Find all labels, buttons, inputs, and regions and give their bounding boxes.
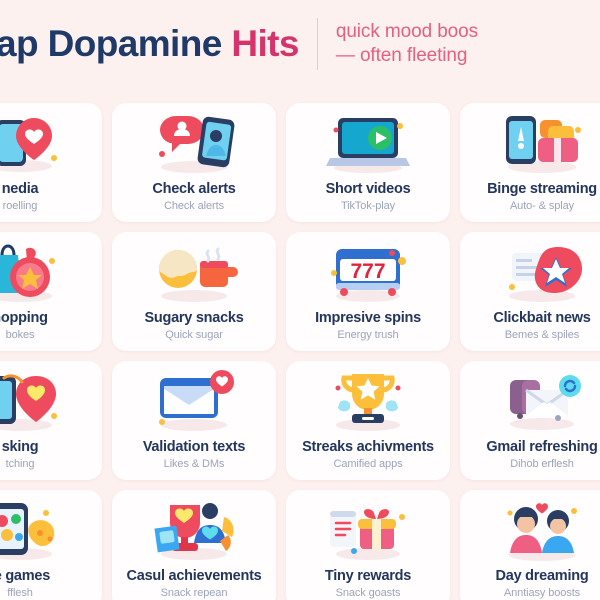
card[interactable]: Tiny rewards Snack goasts (286, 490, 450, 600)
envelope-refresh-icon (496, 368, 588, 434)
card-subtitle: TikTok-play (340, 200, 396, 212)
shopping-bag-mystery-box-icon (0, 239, 66, 305)
card-title: Validation texts (142, 439, 246, 455)
card-title: Check alerts (152, 181, 236, 197)
card[interactable]: le games fflesh (0, 490, 102, 600)
card-subtitle: Likes & DMs (163, 458, 225, 470)
card-subtitle: Energy trush (337, 329, 399, 341)
gift-hearts-icon (322, 497, 414, 563)
page-title-accent: Hits (231, 23, 299, 64)
card-title: Binge streaming (487, 181, 597, 197)
heart-pin-phone-icon (0, 110, 66, 176)
card-subtitle: Snack repean (160, 587, 228, 599)
card-grid: nedia roelling Check alerts Check alerts S… (0, 103, 600, 600)
card[interactable]: hopping bokes (0, 232, 102, 351)
card-subtitle: tching (5, 458, 35, 470)
card[interactable]: Casul achievements Snack repean (112, 490, 276, 600)
laptop-play-button-icon (322, 110, 414, 176)
card-subtitle: Snack goasts (335, 587, 401, 599)
star-badge-news-icon (496, 239, 588, 305)
card[interactable]: Sugary snacks Quick sugar (112, 232, 276, 351)
card-subtitle: fflesh (7, 587, 33, 599)
page-header: heap Dopamine Hits quick mood boos — oft… (0, 0, 600, 100)
card-subtitle: Dihob erflesh (510, 458, 574, 470)
card[interactable]: Day dreaming Anntiasy boosts (460, 490, 600, 600)
card-title: Impresive spins (315, 310, 421, 326)
card[interactable]: Clickbait news Bemes & spiles (460, 232, 600, 351)
card-title: Casul achievements (126, 568, 262, 584)
slot-machine-777-icon: 777 (322, 239, 414, 305)
card-subtitle: Bemes & spiles (504, 329, 580, 341)
card-subtitle: Camified apps (333, 458, 403, 470)
notification-bubble-phone-icon (148, 110, 240, 176)
card-subtitle: Quick sugar (165, 329, 223, 341)
card-subtitle: roelling (2, 200, 38, 212)
page-subtitle-line2: — often fleeting (335, 45, 468, 66)
page-subtitle-line1: quick mood boos (335, 20, 479, 42)
card-title: nedia (1, 181, 39, 197)
page-title: heap Dopamine Hits (0, 23, 299, 65)
card[interactable]: Short videos TikTok-play (286, 103, 450, 222)
card-subtitle: Anntiasy boosts (503, 587, 581, 599)
trophy-star-icon (322, 368, 414, 434)
page-title-main: heap Dopamine (0, 23, 222, 64)
header-divider (316, 18, 318, 70)
card[interactable]: nedia roelling (0, 103, 102, 222)
donut-coffee-cup-icon (148, 239, 240, 305)
chat-window-heart-icon (148, 368, 240, 434)
card[interactable]: Binge streaming Auto- & splay (460, 103, 600, 222)
card-title: Tiny rewards (324, 568, 412, 584)
card-title: hopping (0, 310, 48, 326)
phone-heart-bubble-icon (0, 368, 66, 434)
card[interactable]: 777 Impresive spins Energy trush (286, 232, 450, 351)
card[interactable]: Gmail refreshing Dihob erflesh (460, 361, 600, 480)
card-title: Gmail refreshing (486, 439, 598, 455)
trophy-medal-pair-icon (148, 497, 240, 563)
card[interactable]: sking tching (0, 361, 102, 480)
svg-text:777: 777 (350, 260, 385, 283)
card-title: Clickbait news (493, 310, 591, 326)
card-title: le games (0, 568, 51, 584)
card[interactable]: Streaks achivments Camified apps (286, 361, 450, 480)
card-title: Sugary snacks (144, 310, 244, 326)
card-title: sking (1, 439, 39, 455)
phone-popcorn-snacks-icon (496, 110, 588, 176)
card-subtitle: bokes (5, 329, 35, 341)
two-people-hearts-icon (496, 497, 588, 563)
card-subtitle: Auto- & splay (509, 200, 575, 212)
header-inner: heap Dopamine Hits quick mood boos — oft… (0, 18, 478, 70)
card-title: Day dreaming (495, 568, 589, 584)
card-subtitle: Check alerts (164, 200, 224, 212)
phone-game-icon (0, 497, 66, 563)
card-title: Short videos (325, 181, 411, 197)
card-title: Streaks achivments (302, 439, 434, 455)
page-subtitle: quick mood boos — often fleeting (336, 20, 478, 69)
card[interactable]: Validation texts Likes & DMs (112, 361, 276, 480)
card[interactable]: Check alerts Check alerts (112, 103, 276, 222)
